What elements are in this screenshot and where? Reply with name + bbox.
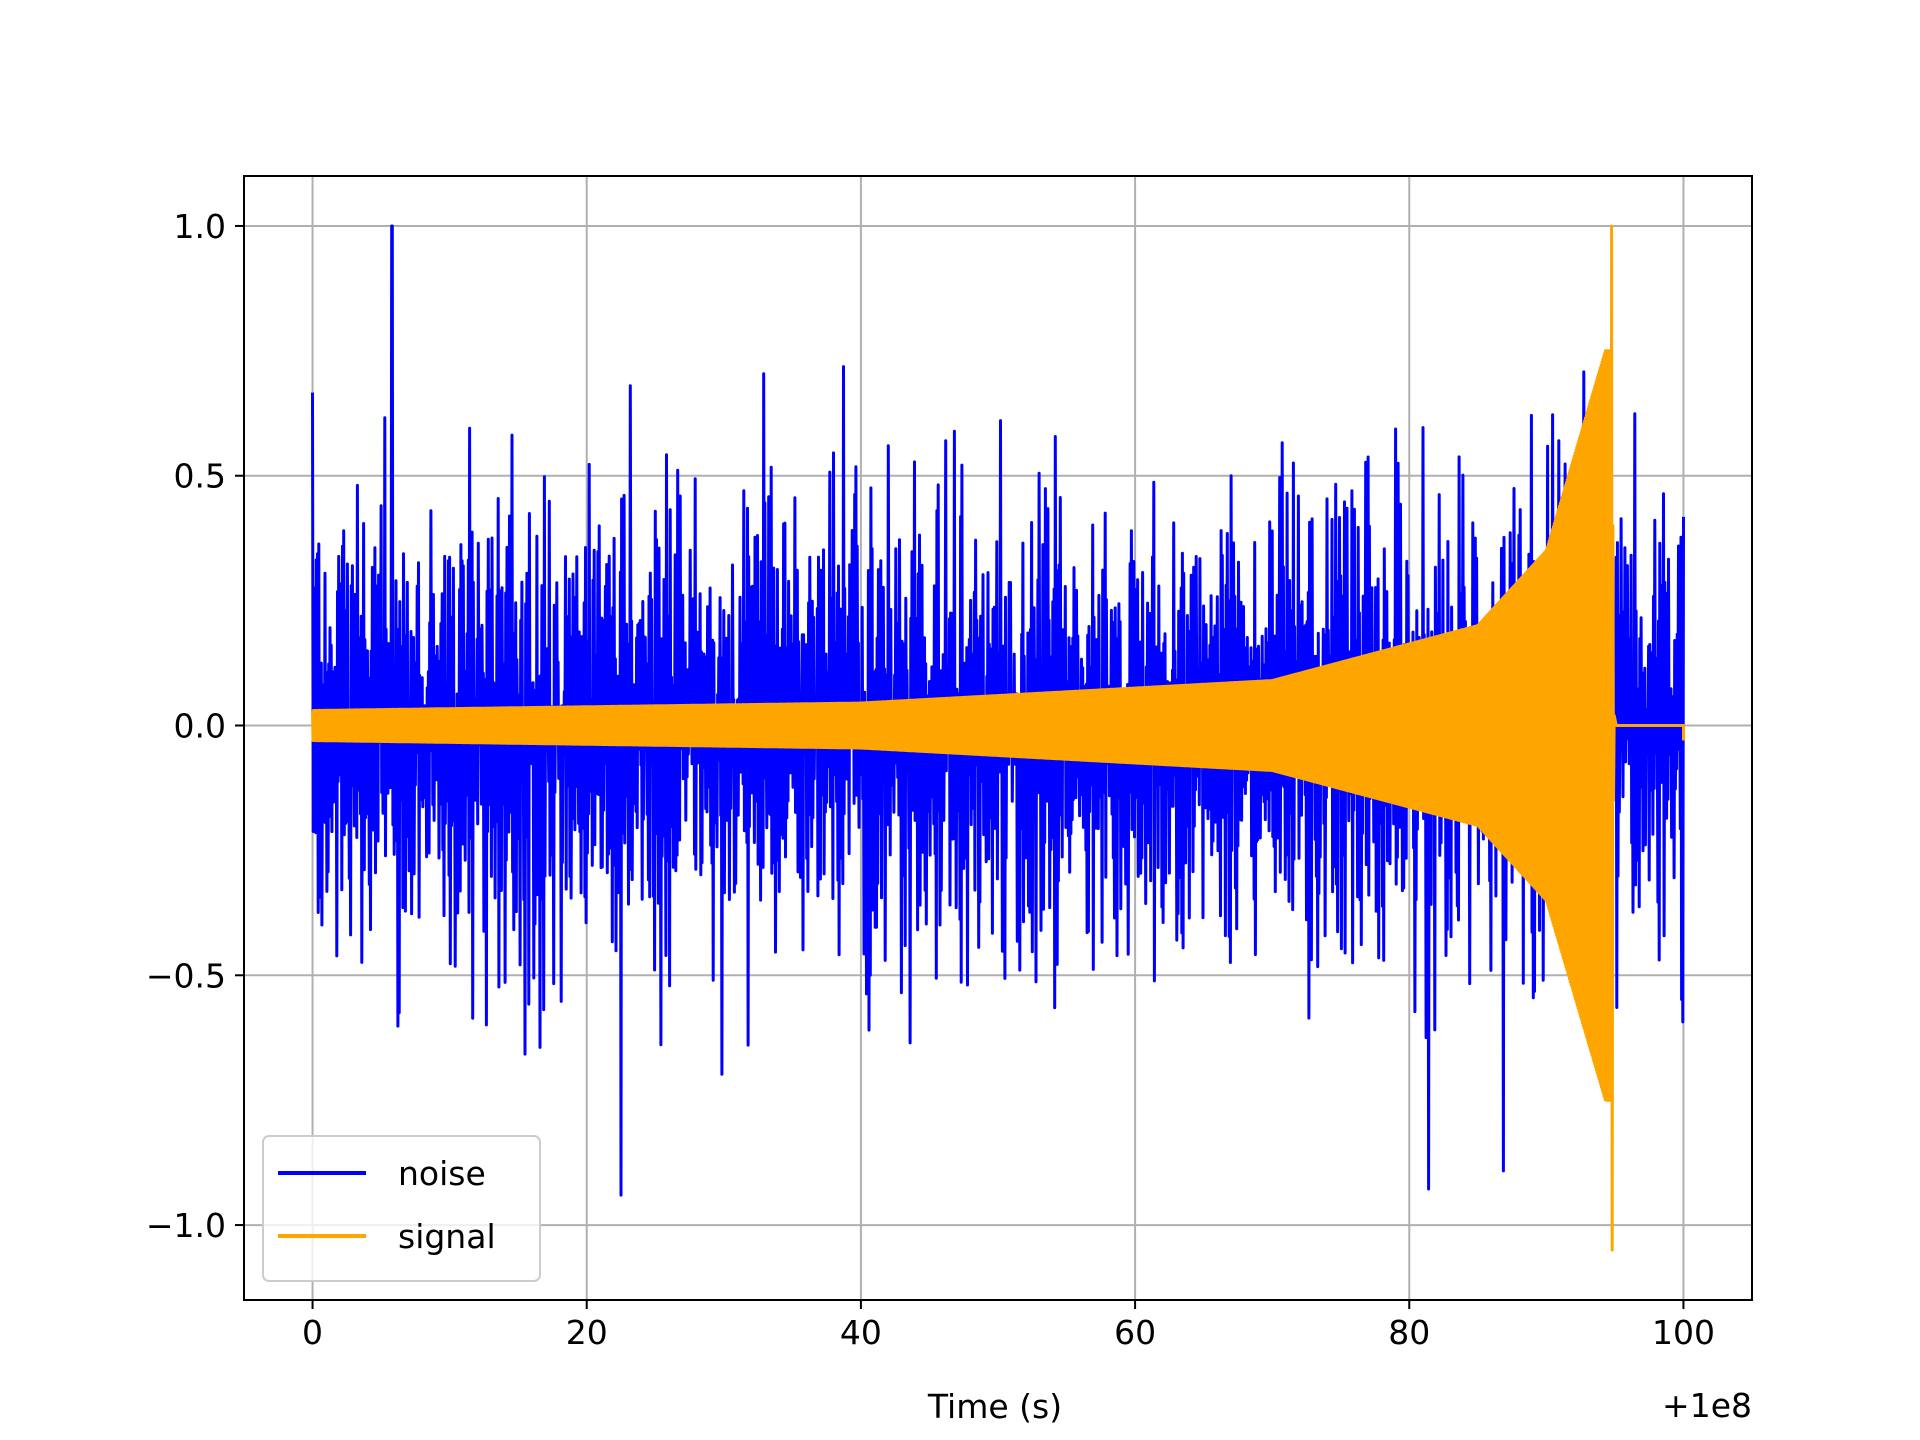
y-tick-label: −0.5 — [146, 956, 226, 995]
x-tick-label: 60 — [1114, 1313, 1156, 1352]
x-tick-label: 80 — [1388, 1313, 1430, 1352]
series-signal-line — [311, 224, 1685, 1252]
x-axis-offset-label: +1e8 — [1662, 1386, 1752, 1425]
axes-frame — [243, 175, 1753, 1301]
y-tick-label: 1.0 — [174, 207, 226, 246]
y-tick-label: 0.5 — [174, 457, 226, 496]
y-tick-label: 0.0 — [174, 707, 226, 746]
legend-label-signal: signal — [398, 1217, 496, 1256]
plot-area — [311, 224, 1685, 1252]
x-tick-label: 40 — [840, 1313, 882, 1352]
x-tick-label: 20 — [566, 1313, 608, 1352]
x-tick-label: 100 — [1652, 1313, 1715, 1352]
ticks: 0 20 40 60 80 100 −1.0 −0.5 0.0 0.5 1.0 — [146, 207, 1715, 1352]
legend: noise signal — [262, 1135, 541, 1282]
x-tick-label: 0 — [302, 1313, 323, 1352]
x-axis-title: Time (s) — [927, 1387, 1062, 1426]
legend-label-noise: noise — [398, 1154, 486, 1193]
y-tick-label: −1.0 — [146, 1206, 226, 1245]
